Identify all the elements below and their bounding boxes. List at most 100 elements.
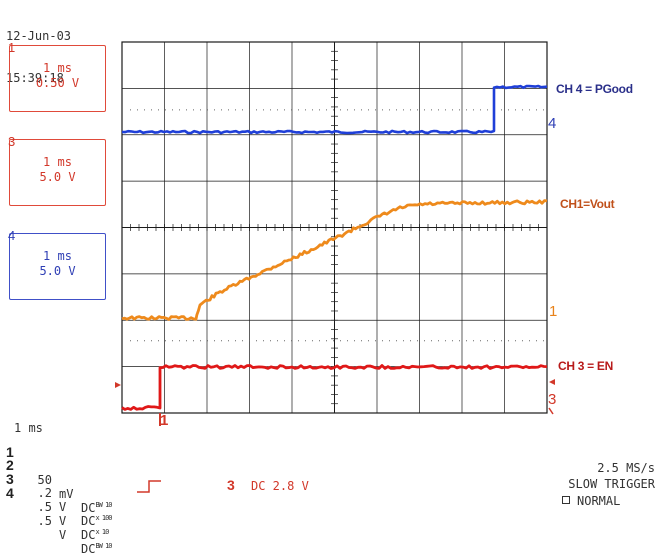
dotted-reference — [536, 340, 537, 342]
dotted-reference — [347, 109, 348, 111]
channel-4-timebase: 1 ms — [43, 249, 72, 263]
dotted-reference — [368, 340, 369, 342]
dotted-reference — [270, 340, 271, 342]
dotted-reference — [165, 109, 166, 111]
dotted-reference — [326, 109, 327, 111]
dotted-reference — [137, 109, 138, 111]
dotted-reference — [256, 109, 257, 111]
ch3-ground-marker[interactable]: 3 — [548, 391, 557, 408]
dotted-reference — [270, 109, 271, 111]
ch4-pgood-trace — [121, 84, 548, 135]
dotted-reference — [396, 340, 397, 342]
channel-4-scale-box[interactable]: 4 1 ms 5.0 V — [8, 228, 106, 300]
scope-markers — [115, 379, 555, 426]
dotted-reference — [151, 340, 152, 342]
acquisition-mode-checkbox[interactable] — [562, 496, 570, 504]
dotted-reference — [312, 109, 313, 111]
dotted-reference — [473, 109, 474, 111]
dotted-reference — [333, 109, 334, 111]
dotted-reference — [319, 340, 320, 342]
dotted-reference — [200, 109, 201, 111]
dotted-reference — [410, 109, 411, 111]
ch2-coupling: DCx 100 — [81, 514, 113, 528]
dotted-reference — [277, 109, 278, 111]
dotted-reference — [305, 109, 306, 111]
scope-graticule — [121, 41, 548, 414]
channel-4-tag: 4 — [8, 228, 16, 243]
ch1-coupling-sub: BW 10 — [95, 501, 112, 509]
dotted-reference — [144, 109, 145, 111]
dotted-reference — [459, 109, 460, 111]
trigger-position-marker[interactable]: 1 — [160, 412, 169, 429]
dotted-reference — [452, 109, 453, 111]
dotted-reference — [235, 340, 236, 342]
ch1-number: 1 — [6, 444, 14, 460]
ch3-coupling: DCx 10 — [81, 528, 109, 542]
dotted-reference — [130, 109, 131, 111]
dotted-reference — [291, 340, 292, 342]
dotted-reference — [382, 109, 383, 111]
dotted-reference — [403, 340, 404, 342]
ch1-trace-label: CH1=Vout — [560, 197, 615, 211]
dotted-reference — [172, 340, 173, 342]
dotted-reference — [466, 109, 467, 111]
ch1-ground-marker[interactable]: 1 — [549, 303, 558, 320]
dotted-reference — [319, 109, 320, 111]
channel-3-timebase: 1 ms — [43, 155, 72, 169]
dotted-reference — [487, 109, 488, 111]
channel-1-scale: 0.50 V — [35, 76, 80, 90]
dotted-reference — [284, 109, 285, 111]
dotted-reference — [417, 109, 418, 111]
dotted-reference — [130, 340, 131, 342]
dotted-reference — [347, 340, 348, 342]
dotted-reference — [431, 109, 432, 111]
dotted-reference — [242, 109, 243, 111]
dotted-reference — [403, 109, 404, 111]
dotted-reference — [375, 109, 376, 111]
channel-3-scale: 5.0 V — [39, 170, 76, 184]
dotted-reference — [368, 109, 369, 111]
dotted-reference — [179, 109, 180, 111]
dotted-reference — [361, 109, 362, 111]
dotted-reference — [158, 109, 159, 111]
dotted-reference — [340, 109, 341, 111]
trigger-level-readout: DC 2.8 V — [251, 479, 309, 493]
dotted-reference — [200, 340, 201, 342]
dotted-reference — [305, 340, 306, 342]
channel-1-status-row: 1 50 mV DCBW 10 — [6, 444, 113, 515]
dotted-reference — [228, 340, 229, 342]
dotted-reference — [508, 109, 509, 111]
dotted-reference — [172, 109, 173, 111]
channel-2-status-row: 2 .2 V DCx 100 — [6, 457, 113, 528]
ch3-offset-tick — [548, 407, 554, 415]
dotted-reference — [186, 109, 187, 111]
ch3-en-trace — [121, 364, 548, 411]
ch4-trace-label: CH 4 = PGood — [556, 82, 633, 96]
dotted-reference — [466, 340, 467, 342]
dotted-reference — [214, 109, 215, 111]
ch3-coupling-sub: x 10 — [95, 528, 109, 536]
channel-1-scale-box[interactable]: 1 1 ms 0.50 V — [8, 40, 106, 112]
ch1-coupling: DCBW 10 — [81, 501, 113, 515]
dotted-reference — [277, 340, 278, 342]
dotted-reference — [445, 340, 446, 342]
dotted-reference — [424, 340, 425, 342]
dotted-reference — [375, 340, 376, 342]
dotted-reference — [144, 340, 145, 342]
dotted-reference — [452, 340, 453, 342]
dotted-reference — [382, 340, 383, 342]
dotted-reference — [543, 340, 544, 342]
ch4-ground-marker[interactable]: 4 — [548, 115, 557, 132]
dotted-reference — [522, 340, 523, 342]
dotted-reference — [235, 109, 236, 111]
dotted-reference — [137, 340, 138, 342]
channel-3-scale-box[interactable]: 3 1 ms 5.0 V — [8, 134, 106, 206]
channel-3-status-row: 3 .5 V DCx 10 — [6, 471, 109, 542]
acquisition-mode-readout: NORMAL — [577, 494, 621, 508]
dotted-reference — [508, 340, 509, 342]
dotted-reference — [410, 340, 411, 342]
dotted-reference — [249, 340, 250, 342]
timebase-readout: 1 ms — [14, 421, 43, 435]
dotted-reference — [459, 340, 460, 342]
dotted-reference — [529, 109, 530, 111]
